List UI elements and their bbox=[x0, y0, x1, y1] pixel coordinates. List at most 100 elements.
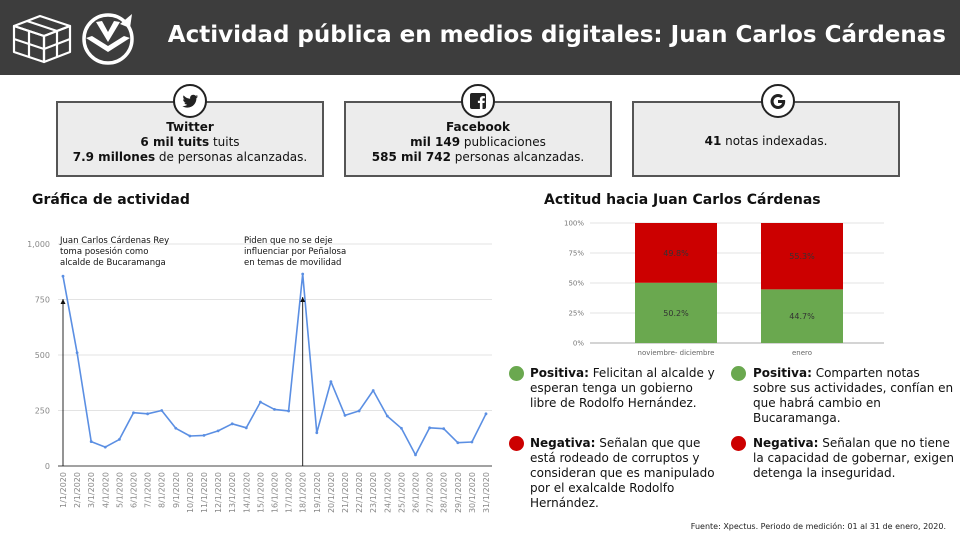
facebook-name: Facebook bbox=[446, 120, 510, 134]
legend-negative-right: Negativa: Señalan que no tiene la capaci… bbox=[753, 436, 955, 481]
data-point bbox=[259, 400, 262, 404]
twitter-tweets-value: 6 mil tuits bbox=[140, 135, 210, 149]
x-tick-label: 22/1/2020 bbox=[355, 472, 364, 513]
data-point bbox=[118, 437, 121, 441]
data-point bbox=[385, 414, 389, 418]
facebook-posts-label: publicaciones bbox=[460, 135, 546, 149]
legend-label: Negativa: bbox=[753, 436, 819, 450]
y-tick-label: 0% bbox=[573, 340, 584, 348]
x-tick-label: 1/1/2020 bbox=[59, 472, 68, 508]
data-point bbox=[132, 411, 135, 415]
data-point bbox=[230, 422, 234, 426]
x-tick-label: 14/1/2020 bbox=[242, 472, 251, 513]
stacked-bar-segment bbox=[761, 289, 843, 343]
x-tick-label: 5/1/2020 bbox=[115, 472, 124, 508]
source-note: Fuente: Xpectus. Periodo de medición: 01… bbox=[690, 522, 946, 531]
data-point bbox=[103, 445, 107, 449]
data-point bbox=[174, 426, 178, 430]
stacked-bar-segment bbox=[635, 223, 717, 283]
y-tick-label: 500 bbox=[35, 351, 50, 360]
legend-text: Señalan que que está rodeado de corrupto… bbox=[530, 436, 715, 510]
header-bar: Actividad pública en medios digitales: J… bbox=[0, 0, 960, 75]
x-tick-label: 16/1/2020 bbox=[271, 472, 280, 513]
positive-dot-icon bbox=[731, 366, 746, 381]
twitter-reach-label: de personas alcanzadas. bbox=[155, 150, 308, 164]
annotation-text: toma posesión como bbox=[60, 246, 148, 257]
data-point bbox=[287, 409, 290, 413]
data-point bbox=[357, 409, 361, 413]
data-point bbox=[61, 274, 65, 278]
y-tick-label: 100% bbox=[564, 220, 584, 228]
legend-label: Positiva: bbox=[753, 366, 812, 380]
x-tick-label: 25/1/2020 bbox=[397, 472, 406, 513]
twitter-reach-value: 7.9 millones bbox=[72, 150, 156, 164]
google-icon bbox=[761, 84, 795, 118]
negative-dot-icon bbox=[509, 436, 524, 451]
y-tick-label: 0 bbox=[45, 462, 50, 471]
attitude-stacked-bar-chart: 0% 25% 50% 75% 100% 50.2% 49.8% noviembre- dici… bbox=[564, 220, 884, 357]
legend-text: Comparten notas sobre sus actividades, c… bbox=[753, 366, 954, 425]
legend-label: Positiva: bbox=[530, 366, 589, 380]
x-tick-label: 11/1/2020 bbox=[200, 472, 209, 513]
positive-dot-icon bbox=[509, 366, 524, 381]
data-point bbox=[414, 453, 417, 457]
facebook-icon bbox=[461, 84, 495, 118]
legend-text: Señalan que no tiene la capacidad de gob… bbox=[753, 436, 954, 480]
facebook-reach-value: 585 mil 742 bbox=[371, 150, 451, 164]
data-point bbox=[160, 409, 164, 412]
x-tick-label: 23/1/2020 bbox=[369, 472, 378, 513]
x-tick-label: 15/1/2020 bbox=[256, 472, 265, 513]
google-notes-label: notas indexadas. bbox=[721, 134, 828, 148]
data-point bbox=[371, 389, 375, 392]
bar-value-label: 49.8% bbox=[663, 249, 689, 258]
activity-chart-title: Gráfica de actividad bbox=[32, 192, 190, 208]
x-tick-label: 4/1/2020 bbox=[101, 472, 110, 508]
y-tick-label: 750 bbox=[35, 296, 50, 305]
attitude-chart-title: Actitud hacia Juan Carlos Cárdenas bbox=[544, 192, 821, 208]
x-tick-label: 10/1/2020 bbox=[186, 472, 195, 513]
legend-label: Negativa: bbox=[530, 436, 596, 450]
negative-dot-icon bbox=[731, 436, 746, 451]
legend-positive-left: Positiva: Felicitan al alcalde y esperan… bbox=[530, 366, 720, 411]
x-tick-label: 8/1/2020 bbox=[158, 472, 167, 508]
x-tick-label: 21/1/2020 bbox=[341, 472, 350, 513]
data-point bbox=[456, 441, 460, 445]
x-tick-label: 18/1/2020 bbox=[299, 472, 308, 513]
data-point bbox=[442, 427, 446, 431]
annotation-text: alcalde de Bucaramanga bbox=[60, 258, 166, 268]
x-tick-label: 19/1/2020 bbox=[313, 472, 322, 513]
twitter-icon bbox=[173, 84, 207, 118]
x-tick-label: 2/1/2020 bbox=[73, 472, 82, 508]
bar-value-label: 50.2% bbox=[663, 309, 689, 318]
data-point bbox=[75, 351, 79, 355]
y-tick-label: 1,000 bbox=[27, 240, 50, 249]
x-category-label: noviembre- diciembre bbox=[638, 349, 715, 357]
data-point bbox=[216, 429, 220, 433]
data-point bbox=[400, 426, 403, 430]
annotation-text: influenciar por Peñalosa bbox=[244, 247, 346, 257]
cube-logo-icon bbox=[12, 14, 72, 64]
x-tick-label: 29/1/2020 bbox=[454, 472, 463, 513]
x-tick-label: 31/1/2020 bbox=[482, 472, 491, 513]
data-point bbox=[244, 426, 248, 430]
twitter-card: Twitter 6 mil tuits tuits 7.9 millones d… bbox=[56, 101, 324, 177]
data-point bbox=[470, 440, 474, 444]
data-point bbox=[484, 412, 488, 416]
annotation-text: Piden que no se deje bbox=[244, 236, 333, 246]
annotation-text: Juan Carlos Cárdenas Rey bbox=[59, 236, 169, 246]
annotation-arrowhead bbox=[60, 298, 66, 304]
annotation-arrowhead bbox=[300, 297, 306, 303]
legend-positive-right: Positiva: Comparten notas sobre sus acti… bbox=[753, 366, 955, 426]
data-point bbox=[428, 426, 431, 430]
x-tick-label: 26/1/2020 bbox=[412, 472, 421, 513]
y-tick-label: 50% bbox=[568, 280, 584, 288]
x-tick-label: 3/1/2020 bbox=[87, 472, 96, 508]
x-tick-label: 12/1/2020 bbox=[214, 472, 223, 513]
y-tick-label: 75% bbox=[568, 250, 584, 258]
data-point bbox=[202, 433, 206, 437]
x-tick-label: 28/1/2020 bbox=[440, 472, 449, 513]
x-tick-label: 7/1/2020 bbox=[144, 472, 153, 508]
x-tick-label: 24/1/2020 bbox=[383, 472, 392, 513]
data-point bbox=[315, 431, 319, 435]
activity-line-chart: 0 250 500 750 1,000 1/1/2020 2/1/2020 3/1/2020 4… bbox=[27, 236, 492, 513]
